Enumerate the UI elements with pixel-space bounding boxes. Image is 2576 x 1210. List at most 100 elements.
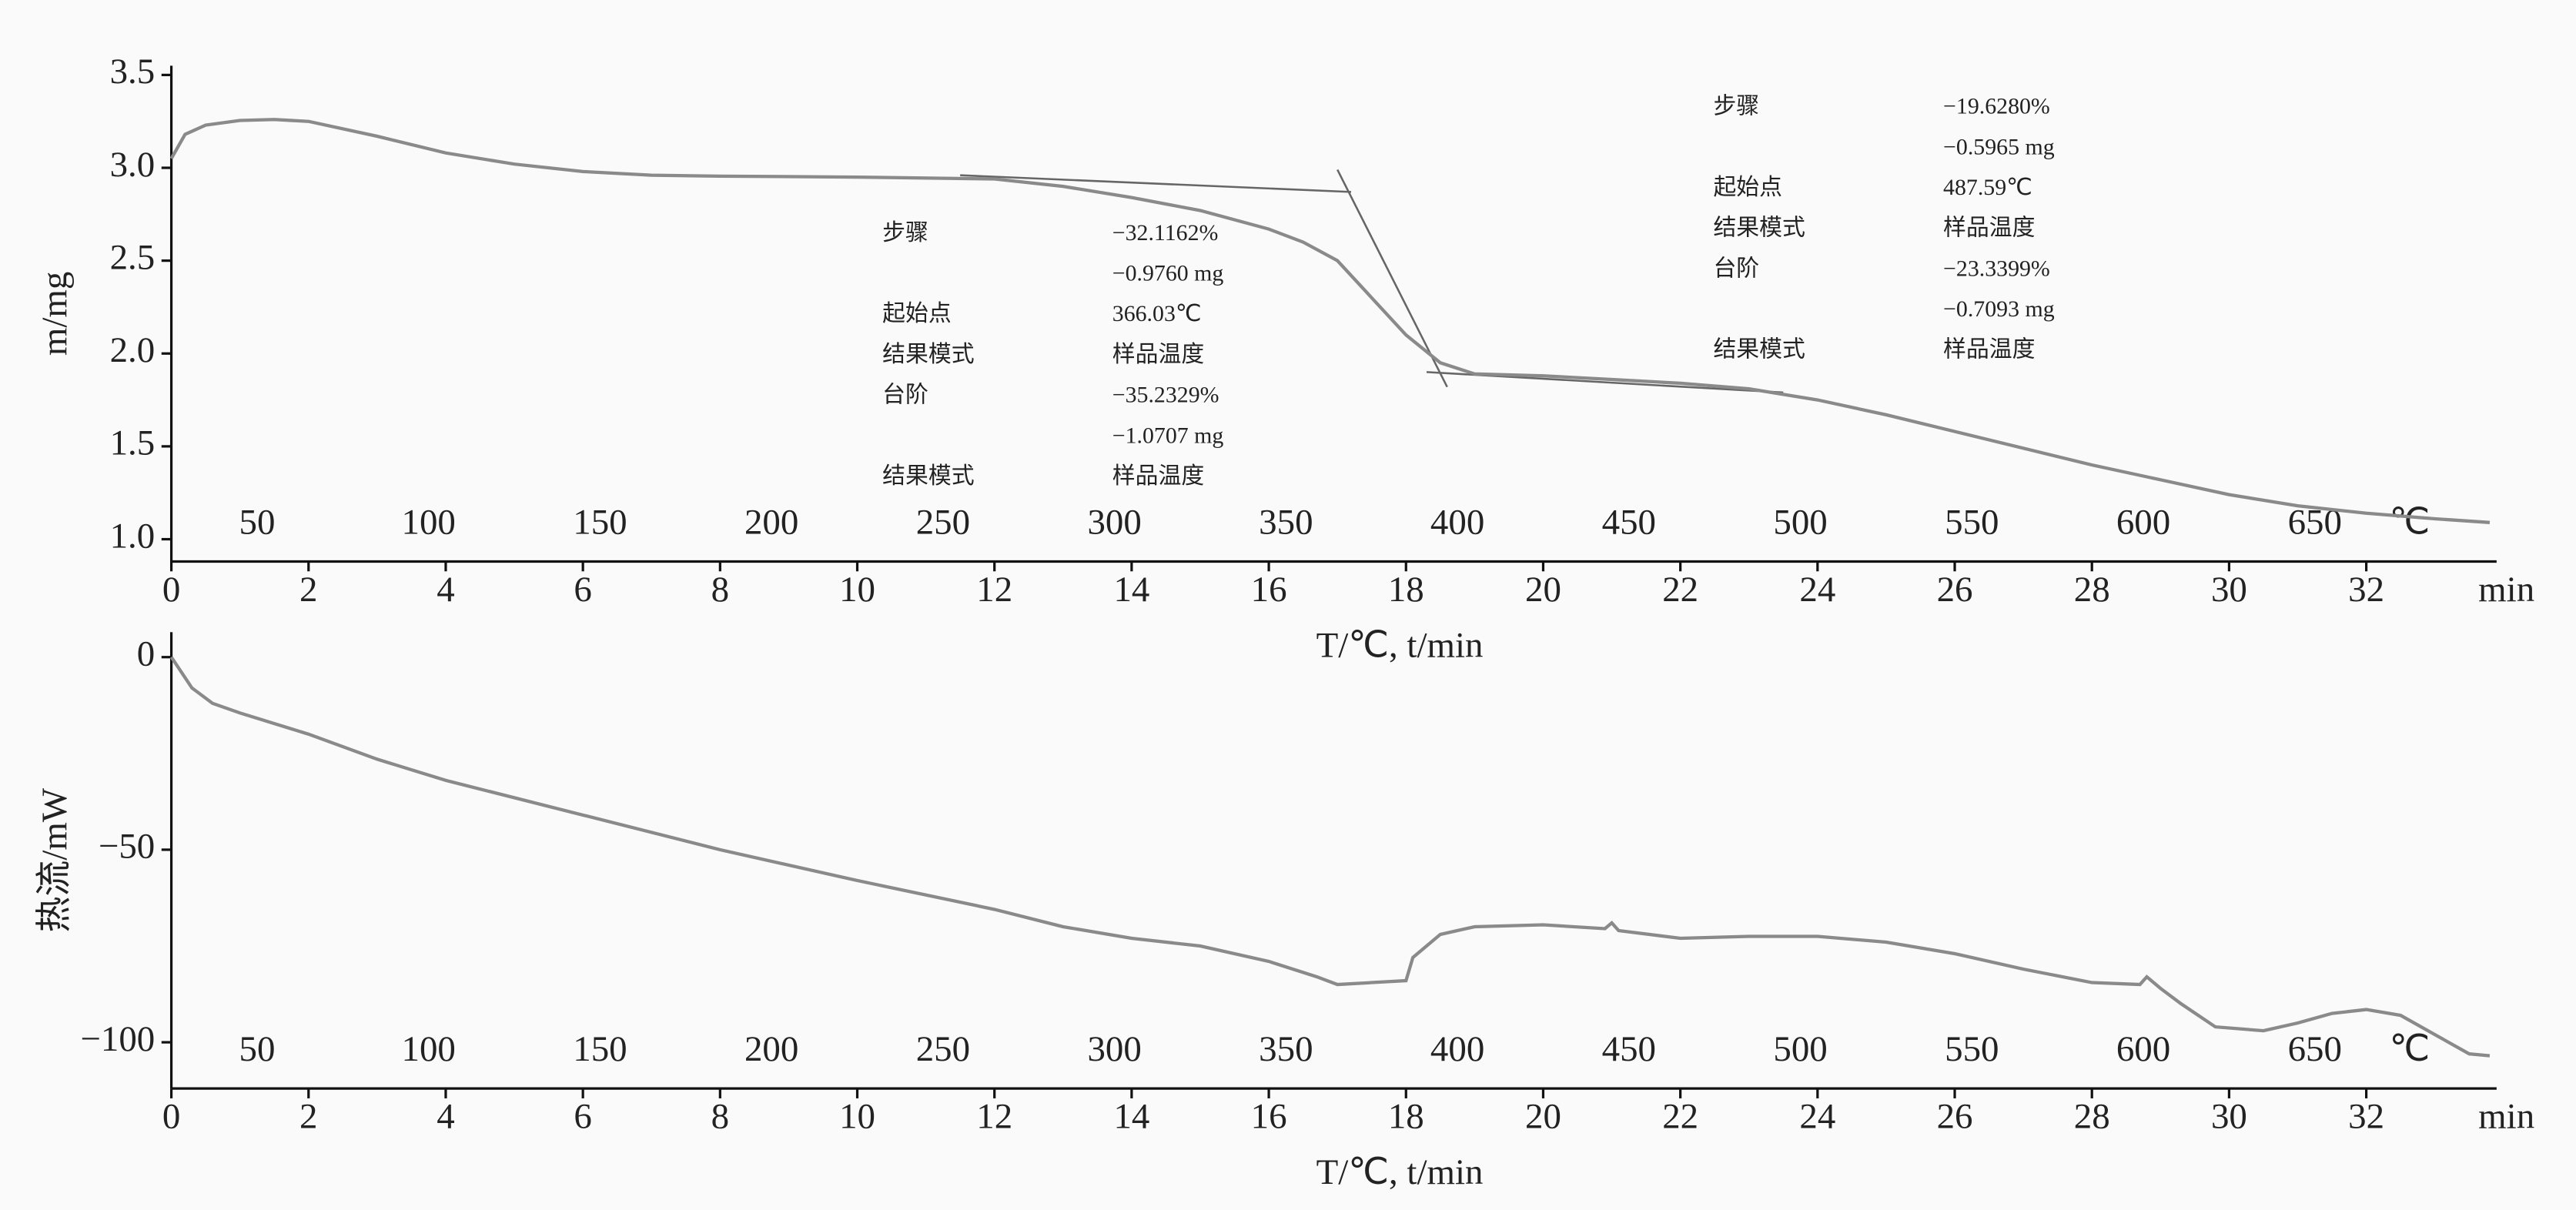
- x-tick-label: 18: [1388, 570, 1424, 610]
- x-tick-label: 12: [976, 1096, 1012, 1136]
- temperature-tick-label: 300: [1087, 502, 1141, 542]
- annotation-value: 487.59℃: [1943, 175, 2032, 200]
- x-tick-label: 4: [437, 570, 454, 610]
- temperature-tick-label: 300: [1087, 1029, 1141, 1069]
- x-tick-label: 32: [2348, 1096, 2384, 1136]
- x-tick-label: 14: [1113, 570, 1149, 610]
- x-tick-label: 30: [2211, 570, 2247, 610]
- temperature-tick-label: 550: [1945, 1029, 1999, 1069]
- y-tick-label: 2.0: [110, 330, 156, 370]
- temperature-tick-label: 150: [573, 1029, 627, 1069]
- annotation-label: 起始点: [882, 301, 952, 326]
- y-axis-label: m/mg: [35, 272, 75, 356]
- x2-unit: ℃: [2389, 502, 2430, 542]
- x-tick-label: 30: [2211, 1096, 2247, 1136]
- data-line: [169, 656, 2491, 1058]
- temperature-tick-label: 500: [1773, 1029, 1827, 1069]
- y-axis-label: 热流/mW: [35, 787, 75, 932]
- temperature-tick-label: 450: [1602, 1029, 1656, 1069]
- y-tick-label: −100: [80, 1019, 155, 1059]
- annotation-value: 样品温度: [1112, 342, 1204, 367]
- x-tick-label: 0: [162, 1096, 180, 1136]
- x-axis-label: T/℃, t/min: [1316, 625, 1484, 665]
- x2-unit: ℃: [2389, 1029, 2430, 1069]
- x-tick-label: 20: [1525, 1096, 1561, 1136]
- x-tick-label: 2: [299, 570, 317, 610]
- x-tick-label: 8: [711, 570, 729, 610]
- temperature-tick-label: 350: [1259, 1029, 1313, 1069]
- temperature-tick-label: 200: [744, 502, 798, 542]
- x-tick-label: 28: [2074, 1096, 2110, 1136]
- annotation-value: −19.6280%: [1943, 94, 2050, 119]
- temperature-tick-label: 650: [2288, 1029, 2342, 1069]
- x-tick-label: 16: [1251, 1096, 1287, 1136]
- x-tick-label: 24: [1799, 570, 1835, 610]
- temperature-tick-label: 50: [239, 1029, 275, 1069]
- y-tick-label: −50: [99, 827, 155, 867]
- temperature-tick-label: 100: [402, 502, 456, 542]
- temperature-tick-label: 400: [1430, 1029, 1484, 1069]
- x-tick-label: 22: [1662, 570, 1698, 610]
- x-tick-label: 24: [1799, 1096, 1835, 1136]
- x-tick-label: 6: [574, 1096, 591, 1136]
- annotation-value: 样品温度: [1943, 337, 2035, 363]
- x-tick-label: 16: [1251, 570, 1287, 610]
- temperature-tick-label: 150: [573, 502, 627, 542]
- x-axis-label: T/℃, t/min: [1316, 1152, 1484, 1192]
- temperature-tick-label: 500: [1773, 502, 1827, 542]
- annotation-label: 台阶: [882, 383, 928, 408]
- x-tick-label: 28: [2074, 570, 2110, 610]
- x-tick-label: 18: [1388, 1096, 1424, 1136]
- temperature-tick-label: 100: [402, 1029, 456, 1069]
- temperature-tick-label: 250: [916, 502, 970, 542]
- x-tick-label: 2: [299, 1096, 317, 1136]
- x-tick-label: 10: [839, 1096, 875, 1136]
- temperature-tick-label: 550: [1945, 502, 1999, 542]
- annotation-label: 结果模式: [882, 463, 974, 489]
- annotation-value: −32.1162%: [1112, 220, 1219, 246]
- annotation-label: 台阶: [1713, 256, 1759, 281]
- tangent-line: [1337, 169, 1448, 388]
- x-tick-label: 12: [976, 570, 1012, 610]
- temperature-tick-label: 600: [2116, 502, 2170, 542]
- x-tick-label: 8: [711, 1096, 729, 1136]
- annotation-value: −23.3399%: [1943, 256, 2050, 281]
- temperature-tick-label: 600: [2116, 1029, 2170, 1069]
- x-tick-label: 26: [1937, 1096, 1973, 1136]
- annotation-value: −1.0707 mg: [1112, 423, 1224, 448]
- y-tick-label: 1.0: [110, 516, 156, 556]
- annotation-label: 步骤: [1713, 94, 1759, 119]
- x-unit: min: [2478, 1096, 2534, 1136]
- annotation-label: 结果模式: [1713, 216, 1805, 241]
- x-tick-label: 14: [1113, 1096, 1149, 1136]
- temperature-tick-label: 400: [1430, 502, 1484, 542]
- x-tick-label: 26: [1937, 570, 1973, 610]
- annotation-value: −0.5965 mg: [1943, 134, 2055, 159]
- y-tick-label: 1.5: [110, 423, 156, 463]
- x-tick-label: 32: [2348, 570, 2384, 610]
- annotation-value: 样品温度: [1943, 216, 2035, 241]
- tangent-line: [960, 174, 1352, 193]
- temperature-tick-label: 50: [239, 502, 275, 542]
- annotation-value: −35.2329%: [1112, 383, 1219, 408]
- y-tick-label: 3.0: [110, 145, 156, 185]
- annotation-value: −0.9760 mg: [1112, 261, 1224, 286]
- temperature-tick-label: 250: [916, 1029, 970, 1069]
- x-tick-label: 6: [574, 570, 591, 610]
- y-tick-label: 3.5: [110, 52, 156, 92]
- x-tick-label: 0: [162, 570, 180, 610]
- annotation-label: 起始点: [1713, 175, 1782, 200]
- temperature-tick-label: 450: [1602, 502, 1656, 542]
- y-tick-label: 0: [137, 633, 155, 674]
- temperature-tick-label: 350: [1259, 502, 1313, 542]
- annotation-label: 结果模式: [882, 342, 974, 367]
- x-tick-label: 22: [1662, 1096, 1698, 1136]
- y-tick-label: 2.5: [110, 237, 156, 277]
- x-tick-label: 4: [437, 1096, 454, 1136]
- annotation-value: 样品温度: [1112, 463, 1204, 489]
- temperature-tick-label: 200: [744, 1029, 798, 1069]
- annotation-label: 结果模式: [1713, 337, 1805, 363]
- x-tick-label: 10: [839, 570, 875, 610]
